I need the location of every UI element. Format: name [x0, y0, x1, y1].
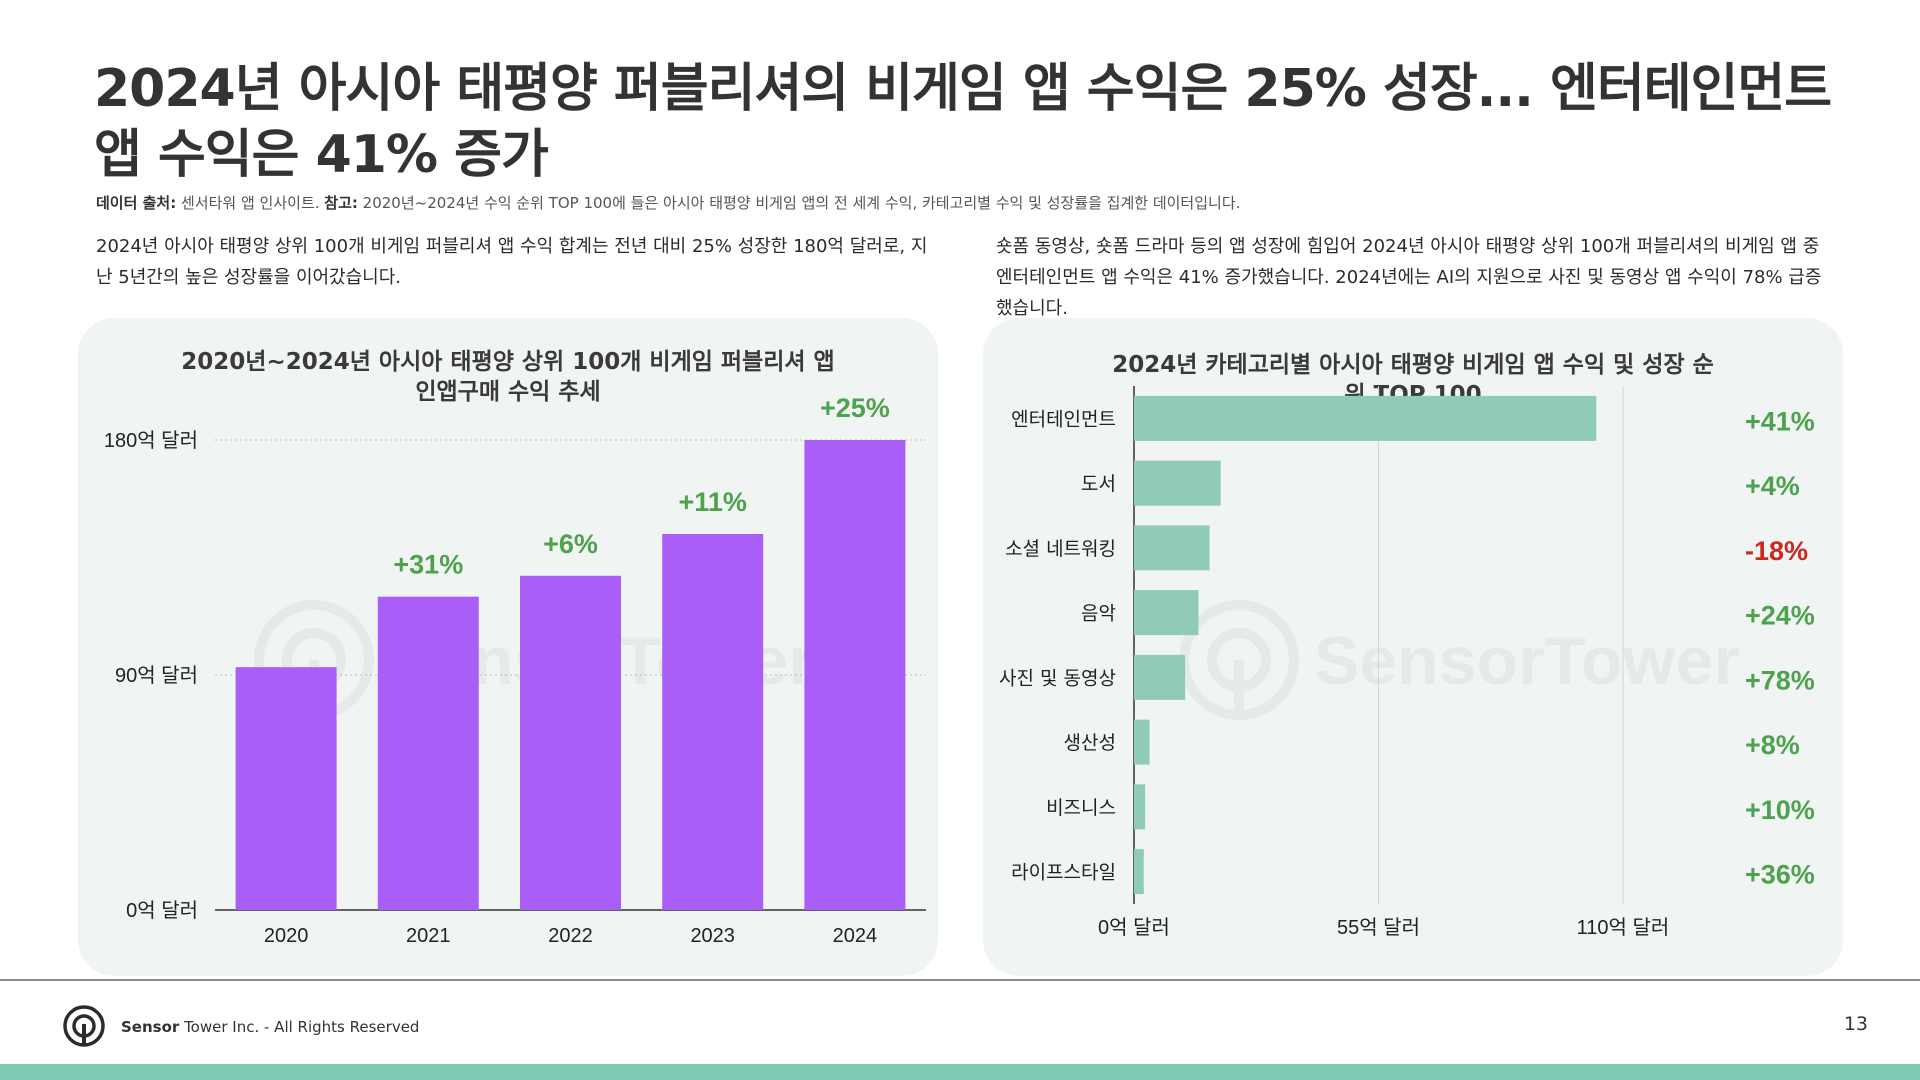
x-tick-label: 2022 — [548, 925, 593, 947]
note-text: 2020년~2024년 수익 순위 TOP 100에 들은 아시아 태평양 비게… — [357, 194, 1241, 212]
yearly-revenue-chart: SensorTower2020년~2024년 아시아 태평양 상위 100개 비… — [104, 349, 926, 947]
watermark-text: SensorTower — [1314, 623, 1740, 699]
right-chart-panel: SensorTower 2024년 카테고리별 아시아 태평양 비게임 앱 수익 … — [983, 318, 1843, 976]
growth-label: +24% — [1745, 601, 1815, 631]
left-chart-panel: SensorTower2020년~2024년 아시아 태평양 상위 100개 비… — [78, 318, 938, 976]
y-tick-label: 180억 달러 — [104, 429, 198, 452]
x-tick-label: 2024 — [833, 925, 878, 947]
y-tick-label: 0억 달러 — [126, 899, 198, 922]
footer-accent-bar — [0, 1064, 1920, 1080]
x-tick-label: 110억 달러 — [1577, 916, 1670, 939]
watermark-logo-stem — [1234, 660, 1244, 715]
bar — [1134, 590, 1199, 636]
footer-divider — [0, 979, 1920, 981]
growth-label: +4% — [1745, 471, 1800, 501]
growth-label: +8% — [1745, 730, 1800, 760]
bar — [377, 596, 479, 910]
bar — [1134, 849, 1144, 895]
chart-title-line: 2024년 카테고리별 아시아 태평양 비게임 앱 수익 및 성장 순 — [1112, 352, 1714, 378]
page-title: 2024년 아시아 태평양 퍼블리셔의 비게임 앱 수익은 25% 성장... … — [94, 59, 1832, 185]
category-label: 소셜 네트워킹 — [1005, 538, 1116, 560]
category-label: 생산성 — [1064, 732, 1116, 754]
x-tick-label: 55억 달러 — [1337, 916, 1420, 939]
category-label: 도서 — [1081, 473, 1116, 495]
bar — [520, 575, 621, 910]
growth-label: +78% — [1745, 665, 1815, 695]
bar — [804, 440, 906, 910]
chart-title-line: 인앱구매 수익 추세 — [415, 379, 600, 405]
category-label: 비즈니스 — [1046, 797, 1116, 819]
page-number: 13 — [1843, 1013, 1868, 1035]
category-label: 엔터테인먼트 — [1011, 408, 1116, 430]
left-description: 2024년 아시아 태평양 상위 100개 비게임 퍼블리셔 앱 수익 합계는 … — [96, 236, 928, 288]
growth-label: +10% — [1745, 795, 1815, 825]
right-description: 숏폼 동영상, 숏폼 드라마 등의 앱 성장에 힘입어 2024년 아시아 태평… — [996, 236, 1822, 319]
bar — [1134, 525, 1210, 571]
bar — [1134, 719, 1150, 765]
category-label: 사진 및 동영상 — [999, 667, 1116, 689]
source-label: 데이터 출처: — [96, 194, 177, 212]
growth-label: +11% — [679, 487, 747, 517]
bar — [1134, 460, 1221, 506]
x-tick-label: 2021 — [406, 925, 451, 947]
bar — [1134, 395, 1597, 441]
bar — [1134, 654, 1186, 700]
category-label: 음악 — [1081, 603, 1116, 625]
x-tick-label: 2023 — [690, 925, 735, 947]
category-revenue-chart: SensorTower 2024년 카테고리별 아시아 태평양 비게임 앱 수익 … — [999, 352, 1815, 939]
growth-label: +25% — [820, 393, 890, 423]
x-tick-label: 0억 달러 — [1098, 916, 1170, 939]
footer-rights: Tower Inc. - All Rights Reserved — [179, 1018, 420, 1036]
bar — [235, 667, 337, 910]
bar — [662, 534, 764, 910]
growth-label: +36% — [1745, 860, 1815, 890]
sensortower-logo-icon — [63, 1005, 105, 1047]
bar — [1134, 784, 1146, 830]
x-tick-label: 2020 — [264, 925, 309, 947]
data-source-note: 데이터 출처: 센서타워 앱 인사이트. 참고: 2020년~2024년 수익 … — [96, 192, 1856, 213]
growth-label: +31% — [393, 550, 463, 580]
note-label: 참고: — [324, 194, 358, 212]
growth-label: +41% — [1745, 406, 1815, 436]
chart-title-line: 2020년~2024년 아시아 태평양 상위 100개 비게임 퍼블리셔 앱 — [181, 349, 834, 375]
footer-copyright: Sensor Tower Inc. - All Rights Reserved — [121, 1018, 419, 1036]
footer-brand: Sensor — [121, 1018, 180, 1036]
growth-label: -18% — [1745, 536, 1808, 566]
growth-label: +6% — [543, 529, 598, 559]
source-text: 센서타워 앱 인사이트. — [176, 194, 325, 212]
y-tick-label: 90억 달러 — [115, 664, 198, 687]
category-label: 라이프스타일 — [1011, 862, 1116, 884]
